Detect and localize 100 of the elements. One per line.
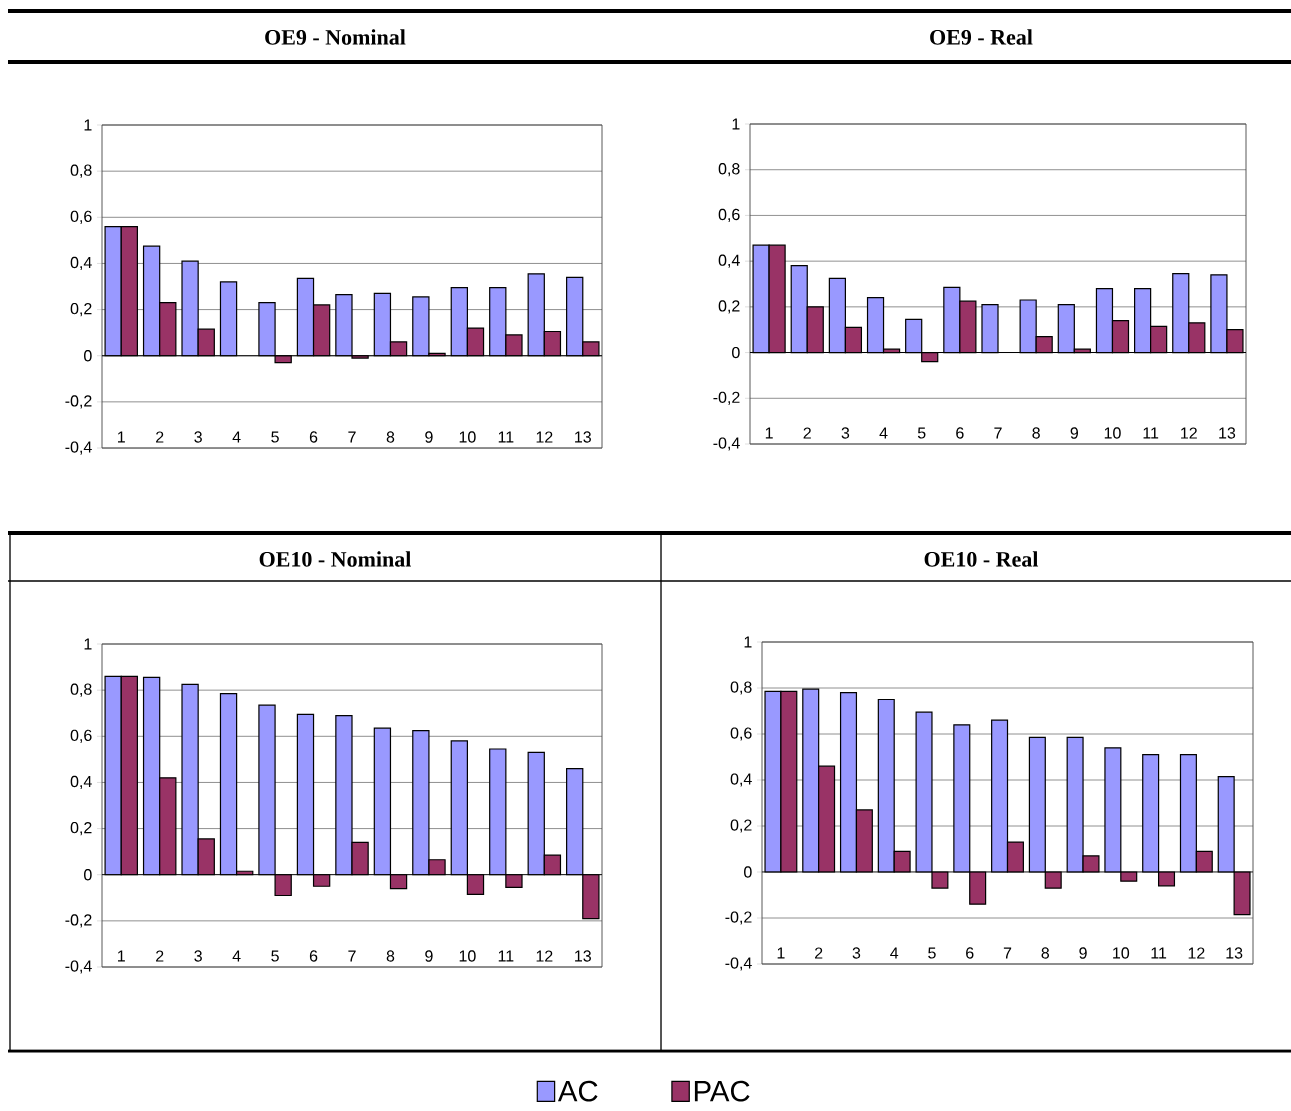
y-tick-label: 0,6 [718, 208, 740, 223]
x-tick-label: 1 [118, 950, 125, 962]
x-tick-label: 9 [1079, 947, 1087, 959]
x-tick-label: 10 [459, 431, 476, 443]
x-tick-label: 13 [575, 431, 591, 443]
y-tick-label: 0 [84, 350, 92, 362]
x-tick-label: 2 [815, 947, 823, 959]
x-tick-label: 12 [536, 431, 553, 443]
x-tick-label: 8 [386, 950, 395, 962]
x-tick-label: 7 [348, 431, 356, 443]
y-tick-label: -0,4 [725, 957, 752, 971]
y-tick-label: 0,2 [730, 819, 752, 833]
legend-label: PAC [694, 1080, 750, 1102]
y-tick-label: 0,6 [730, 727, 752, 741]
x-tick-label: 3 [194, 950, 202, 962]
y-tick-label: 0,2 [70, 302, 92, 317]
x-tick-label: 7 [994, 427, 1002, 439]
x-tick-label: 7 [348, 950, 356, 962]
chart-title: OE10 - Nominal [259, 551, 411, 567]
x-tick-label: 11 [1143, 427, 1159, 439]
x-tick-label: 7 [1003, 947, 1012, 959]
x-tick-label: 3 [194, 431, 202, 443]
bar [969, 871, 987, 905]
x-tick-label: 4 [890, 947, 899, 959]
y-tick-label: -0,4 [65, 441, 92, 455]
y-tick-label: -0,2 [713, 391, 740, 405]
legend-label: AC [557, 1080, 598, 1102]
bar [953, 724, 971, 873]
x-tick-label: 9 [1070, 427, 1079, 439]
x-tick-label: 10 [459, 950, 476, 962]
bar [1104, 747, 1122, 873]
x-tick-label: 1 [777, 947, 785, 959]
y-tick-label: -0,4 [713, 437, 740, 451]
x-tick-label: 12 [1181, 427, 1197, 439]
x-tick-label: 8 [386, 431, 395, 443]
x-tick-label: 2 [156, 431, 164, 443]
x-tick-label: 4 [232, 950, 241, 962]
y-tick-label: 0,8 [718, 163, 740, 177]
x-tick-label: 5 [917, 427, 926, 439]
x-tick-label: 2 [803, 427, 811, 439]
y-tick-label: 1 [84, 119, 92, 131]
y-tick-label: 0,4 [730, 773, 752, 787]
y-tick-label: 0,4 [70, 775, 92, 790]
x-tick-label: 5 [271, 950, 279, 962]
x-tick-label: 2 [156, 950, 164, 962]
x-tick-label: 5 [271, 431, 279, 443]
y-tick-label: -0,2 [725, 911, 752, 925]
y-tick-label: 0 [744, 866, 752, 878]
chart-title: OE9 - Nominal [265, 29, 406, 45]
y-tick-label: -0,4 [65, 960, 92, 974]
x-tick-label: 9 [425, 950, 433, 962]
x-tick-label: 4 [879, 427, 888, 439]
x-tick-label: 8 [1032, 427, 1040, 439]
y-tick-label: 0,8 [730, 681, 752, 695]
y-tick-label: 0,6 [70, 210, 92, 224]
x-tick-label: 1 [118, 431, 125, 443]
chart-title: OE9 - Real [930, 29, 1033, 45]
bar [1142, 754, 1160, 873]
x-tick-label: 6 [309, 950, 318, 962]
x-tick-label: 11 [498, 431, 514, 443]
x-tick-label: 6 [956, 427, 964, 439]
y-tick-label: 0,4 [718, 254, 740, 268]
bar [1028, 736, 1046, 873]
y-tick-label: -0,2 [65, 395, 92, 409]
bar [1217, 775, 1235, 873]
x-tick-label: 6 [966, 947, 974, 959]
bar [915, 711, 933, 873]
x-tick-label: 10 [1113, 947, 1130, 959]
chart-title: OE10 - Real [924, 551, 1039, 567]
x-tick-label: 11 [498, 950, 514, 962]
y-tick-label: 1 [732, 118, 740, 130]
x-tick-label: 1 [765, 427, 773, 439]
x-tick-label: 13 [575, 950, 591, 962]
y-tick-label: 0 [84, 869, 92, 881]
bar [931, 871, 949, 889]
y-tick-label: 0,2 [70, 821, 92, 836]
x-tick-label: 4 [232, 431, 241, 443]
y-tick-label: 0,8 [70, 683, 92, 697]
bar [1233, 871, 1251, 916]
x-tick-label: 12 [536, 950, 553, 962]
x-tick-label: 8 [1041, 947, 1050, 959]
x-tick-label: 11 [1151, 947, 1167, 959]
y-tick-label: 1 [744, 636, 752, 648]
x-tick-label: 13 [1226, 947, 1243, 959]
x-tick-label: 3 [841, 427, 850, 439]
y-tick-label: 1 [84, 638, 92, 650]
y-tick-label: 0,2 [718, 300, 740, 314]
y-tick-label: -0,2 [65, 914, 92, 928]
x-tick-label: 6 [309, 431, 318, 443]
bar [1044, 871, 1062, 889]
y-tick-label: 0 [732, 346, 740, 359]
y-tick-label: 0,6 [70, 729, 92, 743]
y-tick-label: 0,4 [70, 256, 92, 271]
x-tick-label: 9 [425, 431, 433, 443]
x-tick-label: 13 [1219, 427, 1236, 439]
x-tick-label: 10 [1104, 427, 1121, 439]
y-tick-label: 0,8 [70, 164, 92, 178]
x-tick-label: 12 [1188, 947, 1205, 959]
x-tick-label: 3 [852, 947, 861, 959]
x-tick-label: 5 [928, 947, 936, 959]
